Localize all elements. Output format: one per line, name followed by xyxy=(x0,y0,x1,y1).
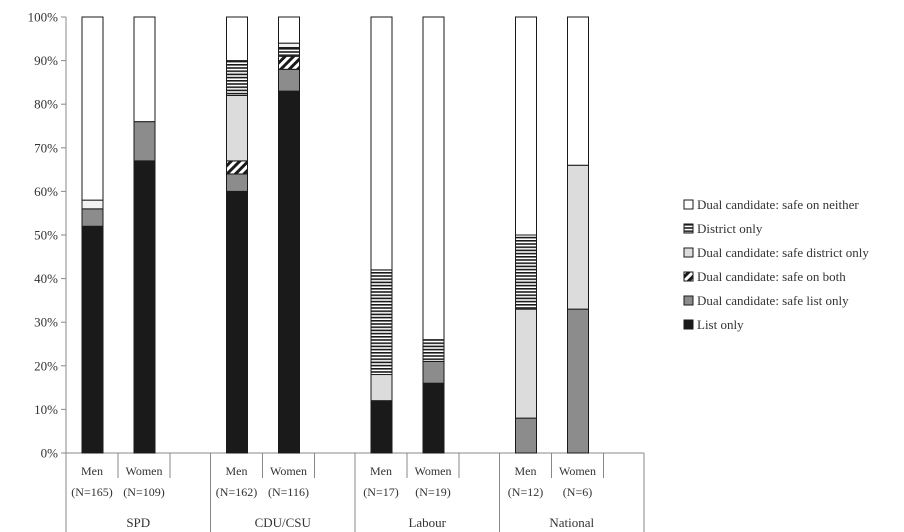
legend-swatch xyxy=(683,247,694,258)
legend-label: Dual candidate: safe list only xyxy=(697,293,849,308)
bar-segment xyxy=(422,16,445,341)
category-n-label: (N=162) xyxy=(216,485,257,499)
category-label: Men xyxy=(370,464,392,478)
category-n-label: (N=19) xyxy=(415,485,450,499)
y-tick-label: 90% xyxy=(34,53,58,68)
category-n-label: (N=6) xyxy=(563,485,592,499)
bar-segment xyxy=(567,16,589,166)
bar-segment xyxy=(278,16,300,44)
y-tick-label: 60% xyxy=(34,184,58,199)
bar-segment xyxy=(422,360,445,384)
bar-segment xyxy=(81,225,104,454)
bar-segment xyxy=(81,208,104,227)
legend-swatch xyxy=(683,271,694,282)
category-label: Men xyxy=(226,464,248,478)
legend-swatch xyxy=(683,319,694,330)
bar-segment xyxy=(133,121,156,162)
legend: Dual candidate: safe on neither District … xyxy=(683,197,869,332)
legend-label: District only xyxy=(697,221,763,236)
legend-label: Dual candidate: safe district only xyxy=(697,245,869,260)
group-label: SPD xyxy=(126,515,150,530)
bar-segment xyxy=(226,60,248,96)
bar-segment xyxy=(81,16,104,201)
category-labels-layer: SPD Men (N=165) Women (N=109) CDU/CSU Men (N=16… xyxy=(71,464,596,530)
bar-segment xyxy=(515,417,537,454)
bar-segment xyxy=(422,382,445,454)
category-label: Women xyxy=(125,464,162,478)
y-tick-label: 70% xyxy=(34,140,58,155)
category-label: Men xyxy=(81,464,103,478)
bar-segment xyxy=(226,173,248,192)
category-n-label: (N=17) xyxy=(363,485,398,499)
bar-segment xyxy=(226,94,248,162)
y-tick-label: 0% xyxy=(41,446,59,461)
bar-segment xyxy=(278,90,300,454)
category-n-label: (N=12) xyxy=(508,485,543,499)
category-label: Women xyxy=(270,464,307,478)
group-label: National xyxy=(549,515,594,530)
bar-segment xyxy=(370,374,393,402)
bars-layer xyxy=(81,16,589,454)
y-tick-label: 10% xyxy=(34,402,58,417)
category-n-label: (N=165) xyxy=(71,485,112,499)
legend-label: Dual candidate: safe on both xyxy=(697,269,846,284)
y-tick-label: 30% xyxy=(34,315,58,330)
bar-segment xyxy=(278,42,300,49)
bar-segment xyxy=(133,160,156,454)
bar-segment xyxy=(422,339,445,362)
legend-swatch xyxy=(683,223,694,234)
bar-segment xyxy=(133,16,156,123)
bar-segment xyxy=(278,47,300,57)
bar-segment xyxy=(226,190,248,454)
y-tick-label: 40% xyxy=(34,271,58,286)
bar-segment xyxy=(226,160,248,175)
category-label: Women xyxy=(414,464,451,478)
y-tick-label: 50% xyxy=(34,228,58,243)
category-n-label: (N=116) xyxy=(268,485,309,499)
bar-segment xyxy=(81,199,104,210)
y-tick-label: 80% xyxy=(34,97,58,112)
legend-label: Dual candidate: safe on neither xyxy=(697,197,859,212)
bar-segment xyxy=(370,16,393,271)
y-tick-label: 100% xyxy=(28,10,59,25)
bar-segment xyxy=(567,308,589,454)
bar-segment xyxy=(226,16,248,62)
bar-segment xyxy=(278,68,300,92)
legend-label: List only xyxy=(697,317,744,332)
bar-segment xyxy=(515,308,537,419)
category-label: Women xyxy=(559,464,596,478)
axis-layer: 0% 10% 20% 30% 40% 50% 60% 70% 80% 90% 100% xyxy=(28,10,645,532)
bar-segment xyxy=(515,16,537,236)
group-label: Labour xyxy=(408,515,446,530)
bar-segment xyxy=(370,400,393,454)
bar-segment xyxy=(567,164,589,310)
legend-swatch xyxy=(683,295,694,306)
group-label: CDU/CSU xyxy=(255,515,312,530)
category-label: Men xyxy=(515,464,537,478)
y-tick-label: 20% xyxy=(34,358,58,373)
category-n-label: (N=109) xyxy=(123,485,164,499)
bar-segment xyxy=(278,55,300,70)
bar-segment xyxy=(370,269,393,376)
bar-segment xyxy=(515,234,537,310)
legend-swatch xyxy=(683,199,694,210)
